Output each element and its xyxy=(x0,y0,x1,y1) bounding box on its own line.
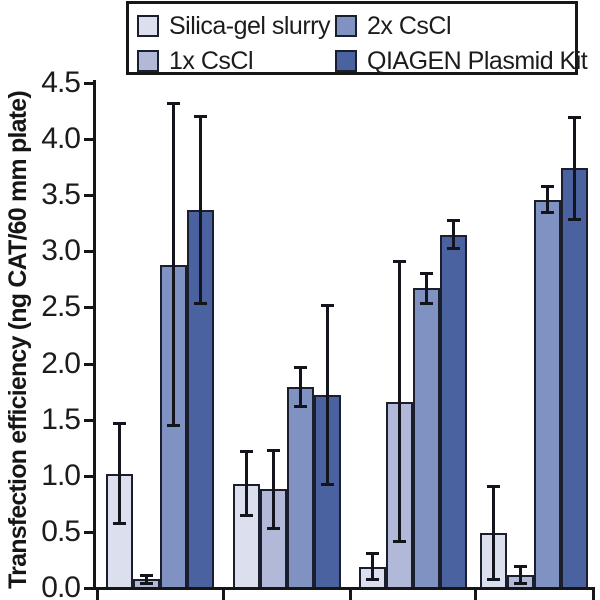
error-bar-cap-top xyxy=(266,448,280,452)
y-tick-label: 3.0 xyxy=(41,234,81,268)
error-bar-line xyxy=(172,103,175,427)
error-bar-line xyxy=(244,451,248,517)
error-bar-cap-top xyxy=(239,450,253,454)
y-tick-label: 4.0 xyxy=(41,122,81,156)
error-bar-cap-bottom xyxy=(167,424,180,428)
error-bar-line xyxy=(397,261,401,542)
error-bar-line xyxy=(451,219,455,250)
error-bar-cap-top xyxy=(541,185,554,189)
legend-swatch-2x-cscl xyxy=(335,15,357,37)
error-bar-cap-top xyxy=(293,365,307,369)
y-tick xyxy=(84,138,93,142)
error-bar-cap-bottom xyxy=(392,539,406,543)
error-bar-line xyxy=(298,366,302,408)
legend-swatch-silica-gel-slurry xyxy=(137,15,159,37)
y-tick-label: 2.5 xyxy=(41,290,81,324)
error-bar-cap-top xyxy=(167,102,180,106)
error-bar-cap-bottom xyxy=(239,514,253,518)
y-tick-label: 0.0 xyxy=(41,571,81,600)
error-bar-cap-bottom xyxy=(365,578,379,582)
error-bar-cap-bottom xyxy=(140,581,153,585)
bar-2x-cscl-group-3 xyxy=(412,288,440,590)
error-bar-cap-top xyxy=(140,573,153,577)
error-bar-cap-bottom xyxy=(419,302,433,306)
y-tick-label: 3.5 xyxy=(41,178,81,212)
error-bar-cap-bottom xyxy=(194,302,207,306)
legend-label-1x-cscl: 1x CsCl xyxy=(169,47,254,75)
y-tick xyxy=(84,82,93,85)
y-tick xyxy=(84,587,93,590)
legend-item-silica-gel-slurry: Silica-gel slurry xyxy=(137,13,330,39)
y-tick xyxy=(84,306,93,310)
y-tick-label: 4.5 xyxy=(41,66,81,99)
y-tick-label: 2.0 xyxy=(41,346,81,380)
error-bar-cap-bottom xyxy=(446,247,460,251)
error-bar-cap-top xyxy=(568,115,581,119)
legend-item-2x-cscl: 2x CsCl xyxy=(335,12,452,40)
y-tick xyxy=(84,474,93,478)
bar-qiagen-plasmid-kit-group-3 xyxy=(439,234,467,590)
legend-swatch-qiagen-plasmid-kit xyxy=(335,50,357,72)
error-bar-cap-top xyxy=(365,552,379,556)
x-tick xyxy=(222,589,225,600)
bar-2x-cscl-group-2 xyxy=(286,387,314,590)
error-bar-cap-top xyxy=(392,260,406,264)
error-bar-cap-bottom xyxy=(293,405,307,409)
x-tick xyxy=(96,589,99,600)
error-bar-line xyxy=(492,485,495,581)
error-bar-cap-bottom xyxy=(568,217,581,221)
legend-item-qiagen-plasmid-kit: QIAGEN Plasmid Kit xyxy=(335,47,588,75)
error-bar-cap-top xyxy=(487,484,500,488)
error-bar-line xyxy=(424,272,428,305)
error-bar-cap-top xyxy=(419,271,433,275)
error-bar-line xyxy=(118,423,121,525)
error-bar-line xyxy=(546,186,549,214)
bar-2x-cscl-group-4 xyxy=(534,199,561,590)
y-tick xyxy=(84,194,93,198)
legend: Silica-gel slurry 2x CsCl 1x CsCl QIAGEN… xyxy=(126,1,588,75)
error-bar-cap-bottom xyxy=(487,578,500,582)
legend-swatch-1x-cscl xyxy=(137,50,159,72)
error-bar-cap-top xyxy=(194,114,207,118)
y-tick xyxy=(84,530,93,534)
error-bar-line xyxy=(271,449,275,529)
legend-label-silica-gel-slurry: Silica-gel slurry xyxy=(169,12,330,40)
bar-qiagen-plasmid-kit-group-4 xyxy=(561,168,588,590)
error-bar-cap-bottom xyxy=(514,581,527,585)
error-bar-cap-bottom xyxy=(113,522,126,526)
y-tick xyxy=(84,418,93,422)
error-bar-cap-top xyxy=(320,304,334,308)
error-bar-line xyxy=(519,565,522,584)
error-bar-cap-top xyxy=(514,564,527,568)
x-axis-line xyxy=(93,587,595,590)
y-tick xyxy=(84,250,93,254)
y-tick-label: 0.5 xyxy=(41,514,81,548)
error-bar-line xyxy=(370,553,374,581)
error-bar-cap-top xyxy=(446,218,460,222)
error-bar-line xyxy=(325,305,329,485)
x-tick xyxy=(349,589,352,600)
y-tick xyxy=(84,362,93,366)
error-bar-cap-bottom xyxy=(541,211,554,215)
y-tick-label: 1.5 xyxy=(41,402,81,436)
legend-label-qiagen-plasmid-kit: QIAGEN Plasmid Kit xyxy=(367,47,588,75)
x-tick xyxy=(474,589,477,600)
error-bar-line xyxy=(573,116,576,220)
error-bar-cap-bottom xyxy=(320,482,334,486)
error-bar-line xyxy=(199,115,202,305)
y-tick-label: 1.0 xyxy=(41,458,81,492)
y-axis-line xyxy=(93,80,96,590)
error-bar-cap-top xyxy=(113,422,126,426)
legend-item-1x-cscl: 1x CsCl xyxy=(137,47,254,75)
legend-label-2x-cscl: 2x CsCl xyxy=(367,12,452,40)
error-bar-cap-bottom xyxy=(266,526,280,530)
x-tick xyxy=(592,589,595,600)
error-bar-line xyxy=(145,574,148,584)
